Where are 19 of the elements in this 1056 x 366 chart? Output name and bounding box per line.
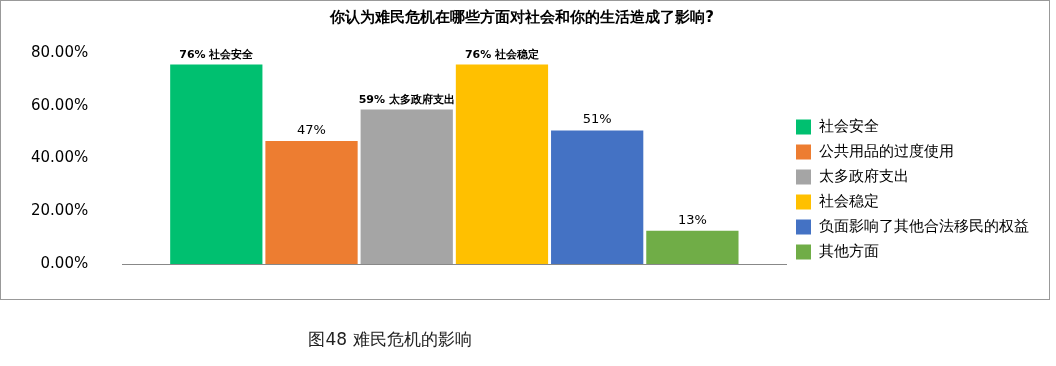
data-label: 76% 社会安全 [179,47,255,61]
data-label: 59% 太多政府支出 [358,92,455,106]
y-tick-label: 60.00% [30,95,89,114]
data-label: 51% [582,111,612,127]
legend-label: 其他方面 [819,241,879,260]
caption: 图48 难民危机的影响 [307,328,473,351]
y-tick-label: 80.00% [30,42,89,61]
legend-label: 社会稳定 [819,191,879,210]
y-tick-label: 20.00% [30,201,89,220]
legend-label: 负面影响了其他合法移民的权益 [819,216,1029,235]
y-tick-label: 40.00% [30,148,89,167]
legend-label: 太多政府支出 [819,166,909,185]
data-label: 47% [297,121,326,137]
data-label: 76% 社会稳定 [464,47,540,61]
legend-label: 公共用品的过度使用 [819,141,954,160]
legend-label: 社会安全 [819,116,879,135]
y-tick-label: 0.00% [40,253,89,272]
data-label: 13% [677,211,707,227]
chart-title: 你认为难民危机在哪些方面对社会和你的生活造成了影响? [329,7,714,26]
